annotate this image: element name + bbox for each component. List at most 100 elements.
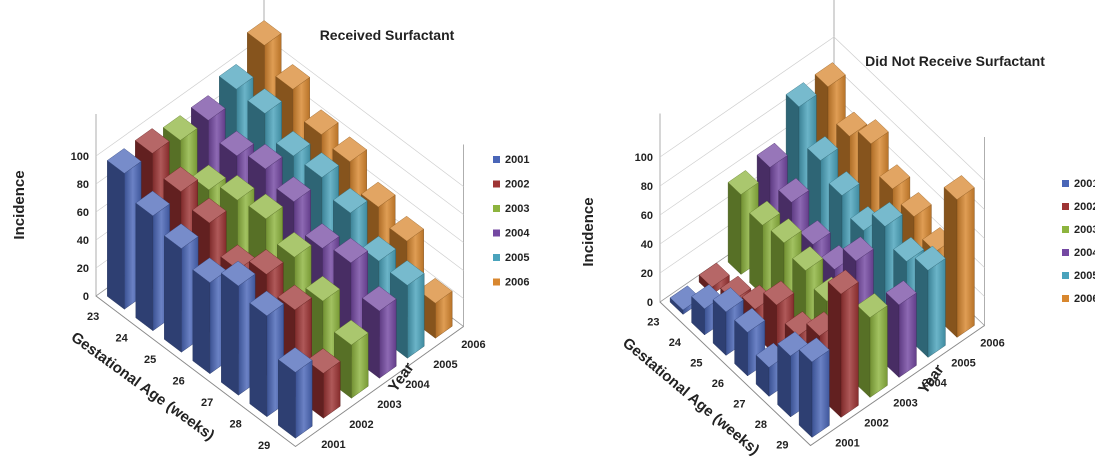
bar-top xyxy=(163,166,199,192)
bar-top xyxy=(836,111,868,137)
bar-top xyxy=(389,215,425,242)
bar-top xyxy=(361,285,397,312)
year-tick-label: 2001 xyxy=(321,439,345,451)
category-tick-label: 29 xyxy=(776,439,788,451)
y-tick-label: 40 xyxy=(641,239,653,251)
bar-top xyxy=(247,88,283,114)
category-ticks: 23 24 25 26 27 28 29 xyxy=(87,311,270,452)
category-tick-label: 27 xyxy=(733,398,745,410)
bar xyxy=(856,293,888,398)
legend-item: 2005 xyxy=(493,252,529,264)
legend-item: 2006 xyxy=(493,277,529,289)
legend-swatch xyxy=(1062,203,1069,210)
bar-top xyxy=(305,348,341,374)
bar-front xyxy=(927,258,946,358)
bar-top xyxy=(332,136,368,162)
year-tick-label: 2005 xyxy=(433,359,457,371)
bar-top xyxy=(778,177,810,203)
bar-top xyxy=(106,148,142,174)
legend-swatch xyxy=(1062,180,1069,187)
bar-top xyxy=(190,95,226,121)
bar-top xyxy=(727,170,759,195)
bar-top xyxy=(249,290,285,317)
category-tick-label: 23 xyxy=(87,311,99,323)
legend-swatch xyxy=(493,205,500,212)
bar-top xyxy=(828,171,860,196)
bar-top xyxy=(191,164,227,191)
y-axis-title: Incidence xyxy=(580,197,597,266)
bar-top xyxy=(220,260,256,287)
bar-top xyxy=(879,164,911,190)
bar-front xyxy=(407,273,425,359)
y-ticks: 0 20 40 60 80 100 xyxy=(635,152,653,309)
bar-top xyxy=(162,115,198,141)
bar-top xyxy=(361,235,397,262)
bar-top xyxy=(304,223,340,249)
legend-swatch xyxy=(493,254,500,261)
year-tick-label: 2003 xyxy=(377,399,401,411)
floor-edge xyxy=(95,295,464,448)
bar-side xyxy=(943,186,958,338)
legend-item: 2003 xyxy=(493,203,529,215)
bar-side xyxy=(249,302,268,418)
legend-swatch xyxy=(1062,272,1069,279)
bar xyxy=(885,280,917,378)
bar-top xyxy=(763,280,795,306)
bar-side xyxy=(749,212,763,296)
bar xyxy=(914,245,946,358)
year-tick-label: 2005 xyxy=(951,358,975,370)
floor-edge xyxy=(659,301,985,447)
y-tick-label: 100 xyxy=(635,152,653,164)
bar xyxy=(827,269,859,418)
legend-item: 2005 xyxy=(1062,270,1095,282)
legend-item: 2001 xyxy=(1062,178,1095,190)
category-tick-label: 24 xyxy=(116,332,129,344)
bar-top xyxy=(246,20,282,46)
bar-top xyxy=(814,62,846,88)
year-tick-label: 2006 xyxy=(980,338,1004,350)
category-tick-label: 26 xyxy=(173,375,185,387)
bar-front xyxy=(295,360,313,439)
bar-top xyxy=(303,109,339,135)
legend-label: 2006 xyxy=(505,277,529,289)
year-tick-label: 2002 xyxy=(349,419,373,431)
legend-label: 2001 xyxy=(1074,178,1095,190)
bar-top xyxy=(333,237,369,264)
bar-top xyxy=(163,223,199,249)
legend-label: 2004 xyxy=(1074,247,1095,259)
bar-top xyxy=(712,287,744,313)
category-tick-label: 29 xyxy=(258,440,270,452)
bar-top xyxy=(247,143,283,170)
legend-label: 2005 xyxy=(505,252,529,264)
legend-label: 2006 xyxy=(1074,293,1095,305)
bar-side xyxy=(885,292,900,378)
legend-swatch xyxy=(493,278,500,286)
bar-top xyxy=(219,175,255,201)
bar-top xyxy=(248,249,284,275)
y-tick-label: 20 xyxy=(641,268,653,280)
bar-top xyxy=(792,246,824,271)
bar-front xyxy=(869,305,888,398)
y-tick-label: 100 xyxy=(71,151,89,163)
bar-top xyxy=(134,128,170,154)
bar-top xyxy=(191,197,227,224)
year-tick-label: 2004 xyxy=(405,379,430,391)
bar-side xyxy=(727,181,742,275)
bar-top xyxy=(218,64,254,90)
bar-top xyxy=(807,136,839,161)
chart-title: Received Surfactant xyxy=(320,27,455,43)
category-tick-label: 28 xyxy=(755,419,767,431)
bar-top xyxy=(248,193,284,220)
legend-item: 2002 xyxy=(493,179,529,191)
bars xyxy=(669,62,975,438)
bar-top xyxy=(827,269,859,295)
y-ticks: 0 20 40 60 80 100 xyxy=(71,151,89,303)
bar-top xyxy=(842,236,874,262)
y-tick-label: 60 xyxy=(77,207,89,219)
bar-front xyxy=(811,349,830,438)
legend-label: 2003 xyxy=(1074,224,1095,236)
category-tick-label: 25 xyxy=(144,354,156,366)
bar-top xyxy=(219,130,255,157)
bar-top xyxy=(305,275,341,302)
